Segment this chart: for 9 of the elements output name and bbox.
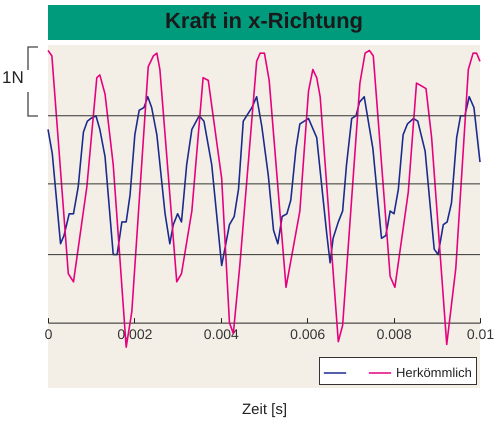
legend-label: Herkömmlich [396, 365, 472, 380]
chart-title: Kraft in x-Richtung [165, 8, 363, 33]
x-tick-label: 0.008 [376, 326, 412, 342]
x-tick-label: 0.01 [466, 326, 494, 342]
x-tick-label: 0.004 [204, 326, 240, 342]
x-tick-label: 0.006 [290, 326, 326, 342]
x-tick-label: 0 [44, 326, 53, 342]
text: 1N [2, 68, 24, 88]
x-axis-title: Zeit [s] [242, 401, 288, 418]
